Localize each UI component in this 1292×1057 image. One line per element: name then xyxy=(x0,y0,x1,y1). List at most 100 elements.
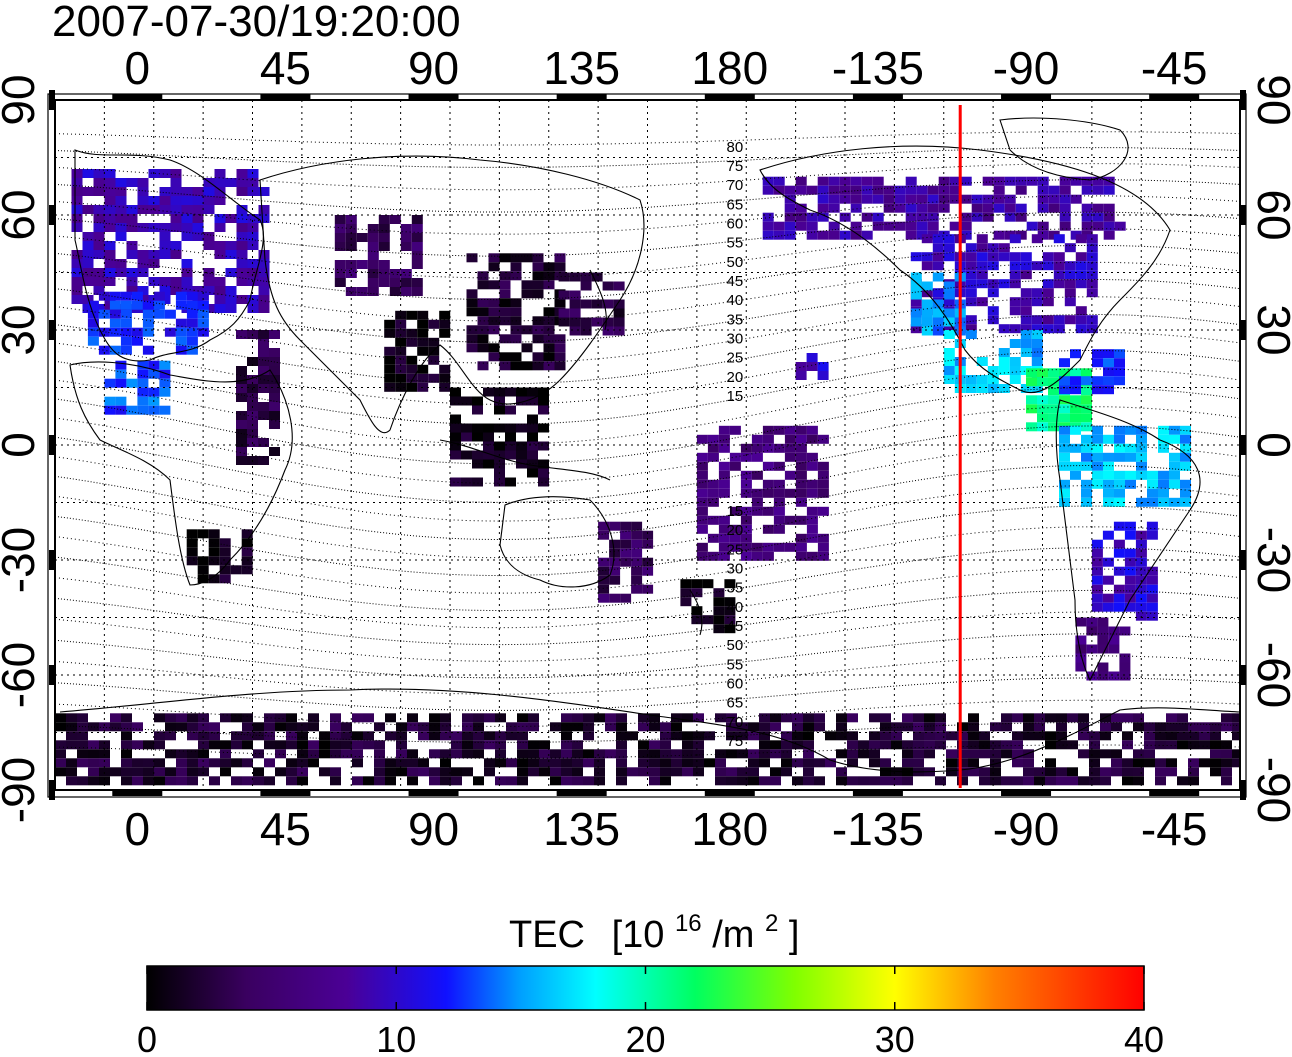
tec-cell xyxy=(77,776,88,786)
tec-cell xyxy=(620,548,632,558)
tec-cell xyxy=(839,212,851,222)
tec-cell xyxy=(1091,557,1103,567)
tec-cell xyxy=(1133,767,1144,777)
tec-cell xyxy=(1020,339,1032,348)
tec-cell xyxy=(1232,713,1240,723)
tec-cell xyxy=(554,352,566,362)
tec-cell xyxy=(965,375,977,384)
tec-cell xyxy=(1113,584,1125,594)
tec-cell xyxy=(561,731,572,741)
tec-cell xyxy=(517,767,528,777)
tec-cell xyxy=(488,307,500,317)
tec-cell xyxy=(1031,330,1043,339)
tec-cell xyxy=(494,423,505,433)
tec-cell xyxy=(109,345,121,355)
tec-cell xyxy=(528,758,539,768)
coastline-greenland xyxy=(999,117,1129,181)
tec-cell xyxy=(510,352,522,362)
tec-cell xyxy=(483,387,494,397)
colorbar-tick-label: 30 xyxy=(875,1019,915,1057)
tec-cell xyxy=(1124,557,1136,567)
tec-cell xyxy=(93,241,105,250)
tec-cell xyxy=(1070,443,1081,453)
tec-cell xyxy=(258,357,269,366)
tec-cell xyxy=(538,387,549,397)
tec-cell xyxy=(737,722,748,732)
tec-cell xyxy=(1111,758,1122,768)
tec-cell xyxy=(521,289,533,299)
tec-cell xyxy=(440,713,451,723)
tec-cell xyxy=(748,749,759,759)
tec-cell xyxy=(1114,221,1126,231)
tec-cell xyxy=(1045,713,1056,723)
tec-cell xyxy=(1070,395,1081,405)
tec-cell xyxy=(905,185,917,195)
tec-cell xyxy=(1103,349,1114,359)
tec-cell xyxy=(762,542,774,552)
frame-tick-right xyxy=(1240,90,1246,110)
tec-cell xyxy=(104,405,116,415)
tec-cell xyxy=(450,414,461,424)
tec-cell xyxy=(982,212,994,222)
tec-cell xyxy=(1081,479,1092,489)
tec-region-pacific-islands xyxy=(696,425,829,561)
tec-cell xyxy=(258,330,269,339)
tec-cell xyxy=(242,776,253,786)
tec-cell xyxy=(88,722,99,732)
tec-cell xyxy=(748,758,759,768)
tec-cell xyxy=(499,253,511,263)
tec-cell xyxy=(209,740,220,750)
tec-cell xyxy=(921,234,933,244)
tec-cell xyxy=(762,461,774,471)
frame-tick-top xyxy=(260,94,311,100)
tec-cell xyxy=(1037,221,1049,231)
tec-cell xyxy=(680,579,692,589)
tec-cell xyxy=(913,740,924,750)
tec-cell xyxy=(1070,385,1081,395)
y-tick-label-right: -60 xyxy=(1248,642,1292,708)
tec-cell xyxy=(87,336,99,346)
tec-cell xyxy=(1102,602,1114,612)
tec-cell xyxy=(795,551,807,561)
tec-cell xyxy=(902,713,913,723)
tec-cell xyxy=(1037,176,1049,186)
tec-cell xyxy=(417,328,429,338)
tec-cell xyxy=(395,346,407,356)
contour-label-south: 15 xyxy=(727,503,744,520)
y-tick-label-left: 30 xyxy=(0,304,44,355)
frame-tick-left xyxy=(49,205,55,225)
tec-cell xyxy=(1155,767,1166,777)
tec-cell xyxy=(1221,749,1232,759)
tec-cell xyxy=(781,767,792,777)
frame-tick-bottom xyxy=(112,790,163,796)
tec-cell xyxy=(104,178,116,187)
tec-cell xyxy=(1053,270,1065,280)
tec-cell xyxy=(1020,297,1032,307)
tec-cell xyxy=(946,758,957,768)
x-tick-label-bottom: -45 xyxy=(1141,803,1207,855)
tec-cell xyxy=(902,722,913,732)
tec-cell xyxy=(558,272,570,282)
x-axis-bottom-labels: 0 45 90 135 180 -135 -90 -45 xyxy=(124,803,1207,855)
tec-cell xyxy=(269,375,280,384)
tec-cell xyxy=(345,233,357,242)
tec-cell xyxy=(1135,548,1147,558)
tec-cell xyxy=(1031,288,1043,298)
tec-cell xyxy=(1092,176,1104,186)
tec-cell xyxy=(203,205,215,214)
tec-cell xyxy=(935,731,946,741)
tec-cell xyxy=(583,713,594,723)
tec-cell xyxy=(521,343,533,353)
frame-tick-bottom xyxy=(556,790,607,796)
tec-cell xyxy=(203,277,215,286)
tec-cell xyxy=(109,327,121,337)
tec-cell xyxy=(297,758,308,768)
tec-cell xyxy=(275,722,286,732)
tec-cell xyxy=(987,261,999,271)
tec-cell xyxy=(477,334,489,344)
tec-cell xyxy=(660,740,671,750)
tec-cell xyxy=(817,203,829,213)
tec-cell xyxy=(702,615,714,625)
tec-cell xyxy=(927,212,939,222)
tec-cell xyxy=(1158,497,1169,507)
